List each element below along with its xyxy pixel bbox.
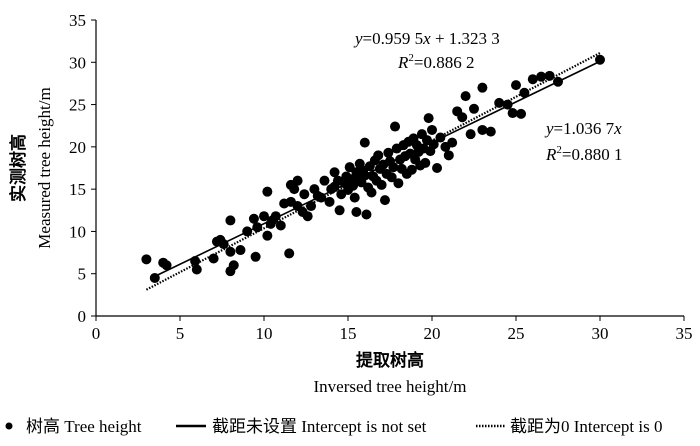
data-point <box>329 167 340 178</box>
data-point <box>477 124 488 135</box>
y-tick-label: 5 <box>78 265 87 284</box>
data-point <box>351 206 362 217</box>
data-points <box>141 54 605 283</box>
fit-zero-r2: R2=0.880 1 <box>545 144 622 164</box>
data-point <box>225 215 236 226</box>
fit-free-equation: y=0.959 5x + 1.323 3 <box>353 29 500 48</box>
data-point <box>302 211 313 222</box>
data-point <box>460 91 471 102</box>
x-tick-label: 15 <box>340 324 357 343</box>
data-point <box>386 172 397 183</box>
data-point <box>289 184 300 195</box>
y-axis-label-en: Measured tree height/m <box>35 87 54 248</box>
data-point <box>262 186 273 197</box>
y-tick-label: 25 <box>69 96 86 115</box>
legend-points-label: 树高 Tree height <box>26 417 142 436</box>
data-point <box>477 82 488 93</box>
data-point <box>428 139 439 150</box>
y-axis-label-cn: 实测树高 <box>8 134 29 202</box>
data-point <box>485 126 496 137</box>
data-point <box>469 103 479 114</box>
data-point <box>292 175 303 186</box>
y-tick-label: 35 <box>69 11 86 30</box>
data-point <box>324 196 335 207</box>
data-point <box>349 192 360 203</box>
fit-lines <box>145 51 601 291</box>
x-tick-label: 20 <box>424 324 441 343</box>
fit-line-zero-intercept <box>145 51 601 291</box>
data-point <box>366 187 377 198</box>
fit-free-r2: R2=0.886 2 <box>397 52 474 72</box>
data-point <box>383 147 394 158</box>
y-ticks: 0 5 10 15 20 25 30 35 <box>69 11 96 326</box>
data-point <box>299 189 310 200</box>
x-tick-label: 5 <box>176 324 185 343</box>
y-tick-label: 15 <box>69 180 86 199</box>
x-ticks: 0 5 10 15 20 25 30 35 <box>92 316 693 343</box>
data-point <box>161 260 172 271</box>
data-point <box>235 245 246 256</box>
data-point <box>348 180 359 191</box>
axes <box>95 20 684 317</box>
data-point <box>306 201 317 212</box>
data-point <box>447 137 458 148</box>
y-tick-label: 0 <box>78 307 87 326</box>
data-point <box>544 70 555 81</box>
data-point <box>511 80 521 91</box>
data-point <box>259 211 269 222</box>
x-axis-label-en: Inversed tree height/m <box>314 377 467 396</box>
y-tick-label: 20 <box>69 138 86 157</box>
data-point <box>457 112 468 123</box>
legend-fit-free-label: 截距未设置 Intercept is not set <box>212 417 427 436</box>
data-point <box>379 195 390 206</box>
data-point <box>250 251 261 262</box>
legend: 树高 Tree height 截距未设置 Intercept is not se… <box>5 417 663 436</box>
data-point <box>527 74 538 85</box>
fit-line-free-intercept <box>154 60 601 278</box>
data-point <box>275 220 286 231</box>
data-point <box>334 205 345 216</box>
data-point <box>373 150 384 161</box>
data-point <box>432 163 443 173</box>
data-point <box>427 124 437 135</box>
data-point <box>507 108 518 119</box>
data-point <box>361 209 372 220</box>
data-point <box>390 121 401 132</box>
x-tick-label: 0 <box>92 324 101 343</box>
data-point <box>284 248 295 259</box>
data-point <box>423 113 434 124</box>
y-tick-label: 30 <box>69 53 86 72</box>
data-point <box>420 157 431 168</box>
legend-fit-zero-label: 截距为0 Intercept is 0 <box>510 417 663 436</box>
data-point <box>319 175 330 186</box>
data-point <box>516 108 527 119</box>
data-point <box>536 71 547 82</box>
x-axis-label-cn: 提取树高 <box>356 350 424 371</box>
data-point <box>225 246 236 257</box>
data-point <box>393 178 404 189</box>
data-point <box>465 129 476 140</box>
x-tick-label: 35 <box>676 324 693 343</box>
data-point <box>262 230 273 241</box>
y-tick-label: 10 <box>69 222 86 241</box>
x-tick-label: 30 <box>592 324 609 343</box>
data-point <box>191 264 202 275</box>
data-point <box>141 254 152 265</box>
data-point <box>359 137 370 148</box>
data-point <box>248 213 259 224</box>
data-point <box>376 179 387 190</box>
data-point <box>443 150 454 161</box>
legend-point-marker <box>5 422 13 430</box>
x-tick-label: 25 <box>508 324 525 343</box>
x-tick-label: 10 <box>256 324 273 343</box>
data-point <box>388 162 399 173</box>
fit-zero-equation: y=1.036 7x <box>544 119 622 138</box>
data-point <box>406 164 417 175</box>
data-point <box>228 260 239 271</box>
